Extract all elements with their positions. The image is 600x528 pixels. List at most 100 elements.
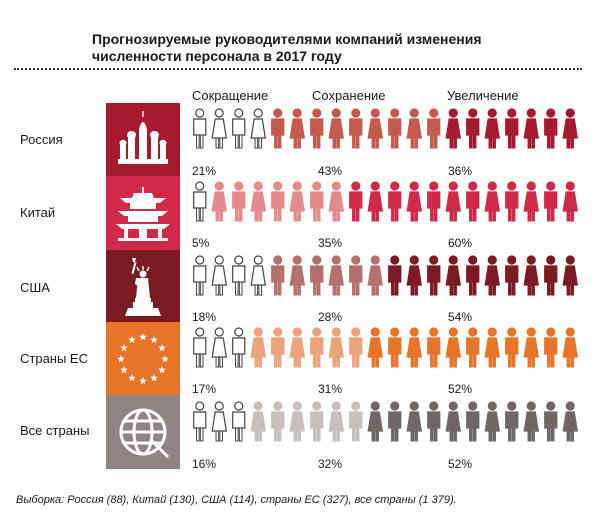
eu-star-icon	[158, 344, 166, 352]
person-icon-increase	[544, 108, 558, 149]
eu-stars-icon	[106, 322, 180, 396]
person-icon-increase	[484, 108, 500, 149]
person-icon-retention	[328, 327, 344, 368]
person-icon-increase	[562, 108, 578, 149]
china-retention-value: 35%	[318, 236, 343, 250]
person-icon-increase	[562, 255, 578, 296]
person-icon-increase	[466, 401, 480, 442]
eu-icon-box	[106, 322, 180, 396]
person-icon-reduction	[211, 255, 227, 296]
country-label-usa: США	[20, 280, 50, 295]
person-icon-retention	[250, 181, 266, 222]
person-icon-retention	[271, 181, 285, 222]
person-icon-increase	[406, 255, 422, 296]
person-icon-increase	[544, 401, 558, 442]
person-icon-retention	[349, 327, 363, 368]
eu-reduction-value: 17%	[192, 382, 217, 396]
person-icon-increase	[367, 327, 383, 368]
usa-reduction-value: 18%	[192, 310, 217, 324]
person-icon-reduction	[232, 108, 246, 149]
person-icon-retention	[388, 108, 402, 149]
person-icon-increase	[505, 255, 519, 296]
person-icon-increase	[523, 255, 539, 296]
person-icon-increase	[367, 401, 383, 442]
country-label-russia: Россия	[20, 132, 63, 147]
person-icon-increase	[544, 327, 558, 368]
person-icon-increase	[466, 327, 480, 368]
person-icon-retention	[211, 181, 227, 222]
person-icon-reduction	[193, 401, 207, 442]
person-icon-reduction	[211, 401, 227, 442]
pagoda-icon	[106, 176, 180, 250]
person-icon-reduction	[211, 327, 227, 368]
eu-star-icon	[117, 355, 125, 363]
person-icon-increase	[445, 181, 461, 222]
person-icon-retention	[232, 181, 246, 222]
person-icon-retention	[406, 108, 422, 149]
person-icon-retention	[328, 255, 344, 296]
person-icon-retention	[349, 401, 363, 442]
person-icon-increase	[427, 181, 441, 222]
person-icon-retention	[289, 181, 305, 222]
eu-star-icon	[120, 366, 128, 374]
all-retention-value: 32%	[318, 457, 343, 471]
person-icon-increase	[505, 401, 519, 442]
person-icon-reduction	[193, 255, 207, 296]
person-icon-retention	[328, 401, 344, 442]
person-icon-reduction	[232, 255, 246, 296]
person-icon-increase	[484, 255, 500, 296]
usa-increase-value: 54%	[448, 310, 473, 324]
person-icon-increase	[406, 401, 422, 442]
person-icon-retention	[271, 327, 285, 368]
person-icon-reduction	[211, 108, 227, 149]
eu-increase-value: 52%	[448, 382, 473, 396]
person-icon-increase	[466, 108, 480, 149]
title-divider	[14, 68, 582, 70]
cathedral-icon	[106, 103, 180, 177]
usa-icon-box	[106, 250, 180, 324]
person-icon-retention	[271, 401, 285, 442]
person-icon-retention	[250, 327, 266, 368]
person-icon-retention	[271, 255, 285, 296]
person-icon-retention	[367, 108, 383, 149]
person-icon-increase	[466, 181, 480, 222]
person-icon-increase	[562, 401, 578, 442]
person-icon-retention	[328, 108, 344, 149]
person-icon-retention	[310, 327, 324, 368]
person-icon-increase	[505, 327, 519, 368]
person-icon-increase	[484, 327, 500, 368]
person-icon-increase	[367, 181, 383, 222]
person-icon-retention	[310, 181, 324, 222]
person-icon-retention	[367, 255, 383, 296]
person-icon-retention	[289, 327, 305, 368]
china-reduction-value: 5%	[192, 236, 210, 250]
russia-reduction-value: 21%	[192, 164, 217, 178]
person-icon-increase	[505, 181, 519, 222]
person-icon-increase	[523, 108, 539, 149]
country-label-all: Все страны	[20, 423, 90, 438]
person-icon-retention	[289, 108, 305, 149]
legend-reduction: Сокращение	[192, 88, 269, 103]
china-icon-box	[106, 176, 180, 250]
globe-icon	[106, 395, 180, 469]
russia-retention-value: 43%	[318, 164, 343, 178]
country-label-eu: Страны ЕС	[20, 351, 88, 366]
person-icon-increase	[523, 327, 539, 368]
eu-star-icon	[128, 374, 136, 382]
country-label-china: Китай	[20, 205, 56, 220]
person-icon-increase	[466, 255, 480, 296]
eu-star-icon	[139, 377, 147, 385]
person-icon-increase	[562, 327, 578, 368]
person-icon-reduction	[250, 108, 266, 149]
person-icon-reduction	[250, 255, 266, 296]
person-icon-increase	[349, 181, 363, 222]
person-icon-increase	[427, 401, 441, 442]
all-reduction-value: 16%	[192, 457, 217, 471]
person-icon-retention	[289, 255, 305, 296]
person-icon-increase	[388, 401, 402, 442]
eu-retention-value: 31%	[318, 382, 343, 396]
person-icon-retention	[271, 108, 285, 149]
person-icon-reduction	[232, 327, 246, 368]
person-icon-increase	[505, 108, 519, 149]
